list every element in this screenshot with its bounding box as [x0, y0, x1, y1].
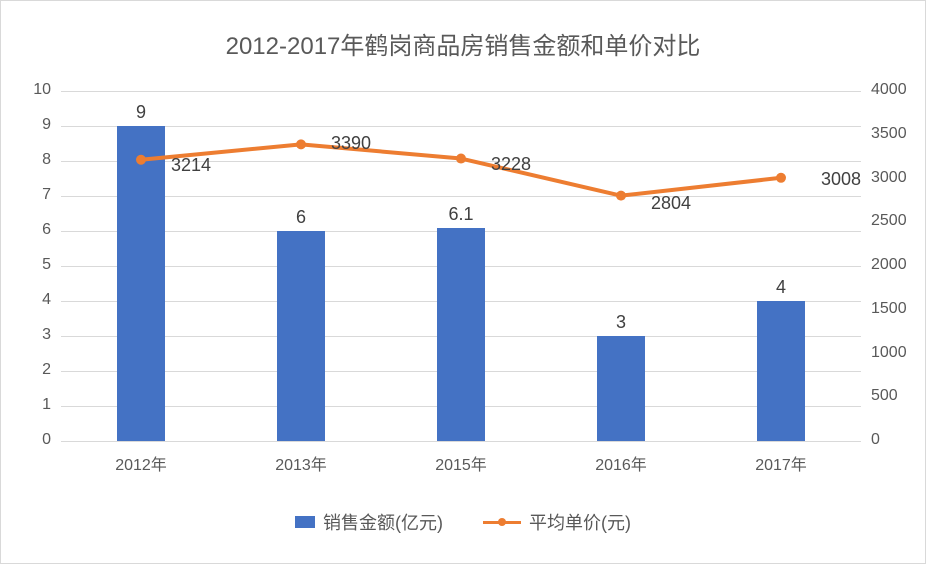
- y-right-tick-label: 500: [871, 387, 898, 405]
- x-tick-label: 2016年: [595, 451, 647, 475]
- y-left-tick-label: 8: [42, 151, 51, 169]
- y-right-tick-label: 2000: [871, 256, 907, 274]
- line-data-label: 3214: [171, 155, 211, 176]
- y-left-tick-label: 6: [42, 221, 51, 239]
- x-tick-label: 2012年: [115, 451, 167, 475]
- legend-item: 平均单价(元): [483, 509, 631, 535]
- y-right-tick-label: 1000: [871, 344, 907, 362]
- x-tick-label: 2015年: [435, 451, 487, 475]
- y-right-tick-label: 4000: [871, 81, 907, 99]
- legend-swatch-line: [483, 521, 521, 524]
- y-left-tick-label: 10: [33, 81, 51, 99]
- legend-item: 销售金额(亿元): [295, 509, 443, 535]
- grid-line: [61, 441, 861, 442]
- y-left-tick-label: 2: [42, 361, 51, 379]
- y-left-tick-label: 3: [42, 326, 51, 344]
- y-left-tick-label: 4: [42, 291, 51, 309]
- y-right-tick-label: 3000: [871, 169, 907, 187]
- legend: 销售金额(亿元) 平均单价(元): [1, 509, 925, 535]
- y-left-tick-label: 7: [42, 186, 51, 204]
- y-left-tick-label: 1: [42, 396, 51, 414]
- line-data-label: 3228: [491, 154, 531, 175]
- y-left-tick-label: 0: [42, 431, 51, 449]
- line-series: [61, 91, 861, 441]
- plot-area: 0123456789100500100015002000250030003500…: [61, 91, 861, 441]
- legend-label: 销售金额(亿元): [323, 509, 443, 535]
- chart-title: 2012-2017年鹤岗商品房销售金额和单价对比: [1, 26, 925, 61]
- line-data-label: 3390: [331, 133, 371, 154]
- y-right-tick-label: 3500: [871, 125, 907, 143]
- y-right-tick-label: 2500: [871, 212, 907, 230]
- line-data-label: 2804: [651, 193, 691, 214]
- chart-container: 2012-2017年鹤岗商品房销售金额和单价对比 012345678910050…: [0, 0, 926, 564]
- y-right-tick-label: 0: [871, 431, 880, 449]
- y-left-tick-label: 5: [42, 256, 51, 274]
- y-right-tick-label: 1500: [871, 300, 907, 318]
- line-data-label: 3008: [821, 169, 861, 190]
- x-tick-label: 2013年: [275, 451, 327, 475]
- legend-label: 平均单价(元): [529, 509, 631, 535]
- legend-swatch-bar: [295, 516, 315, 528]
- y-left-tick-label: 9: [42, 116, 51, 134]
- x-tick-label: 2017年: [755, 451, 807, 475]
